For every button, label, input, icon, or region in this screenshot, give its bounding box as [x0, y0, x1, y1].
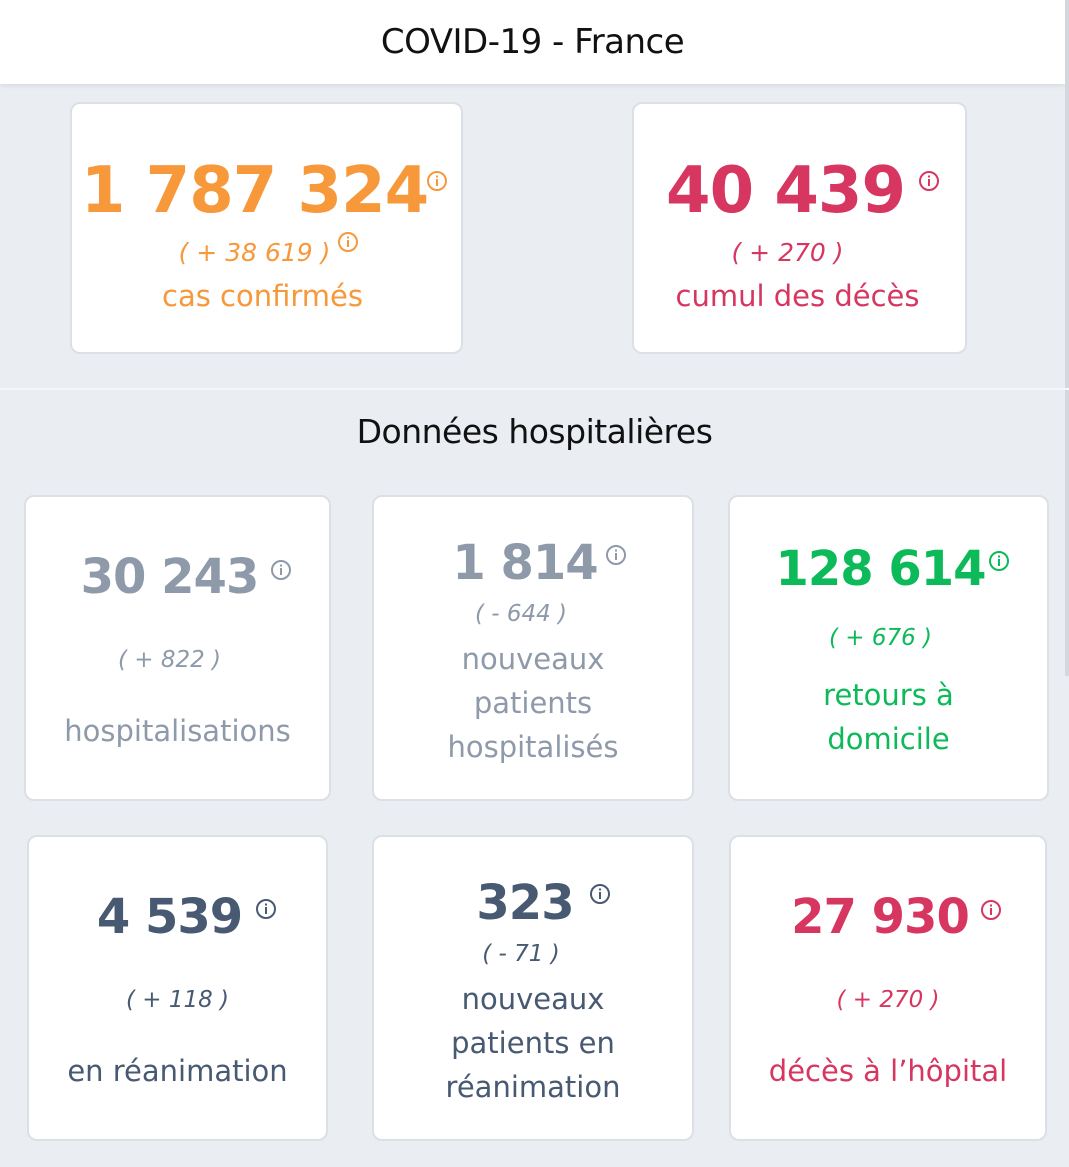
- info-circle-icon[interactable]: [589, 883, 611, 905]
- hospitalisations-card: 30 243 ( + 822 ) hospitalisations: [24, 495, 331, 801]
- new-hospitalised-value: 1 814: [452, 535, 598, 591]
- new-hospitalised-label-line-2: patients: [473, 686, 593, 720]
- new-hospitalised-delta: ( - 644 ): [474, 601, 568, 627]
- confirmed-cases-value: 1 787 324: [80, 154, 429, 228]
- new-icu-label-line-2: patients en: [451, 1026, 615, 1060]
- info-circle-icon[interactable]: [337, 231, 359, 253]
- scrollbar[interactable]: [1065, 0, 1069, 676]
- info-circle-icon[interactable]: [605, 544, 627, 566]
- confirmed-cases-delta: ( + 38 619 ): [178, 238, 331, 267]
- icu-label: en réanimation: [67, 1054, 288, 1088]
- info-circle-icon[interactable]: [918, 170, 940, 192]
- info-circle-icon[interactable]: [270, 559, 292, 581]
- cumulative-deaths-value: 40 439: [666, 154, 906, 228]
- section-divider: [0, 388, 1069, 390]
- hospital-deaths-delta: ( + 270 ): [836, 987, 940, 1013]
- info-circle-icon[interactable]: [988, 550, 1010, 572]
- new-hospitalised-label-line-1: nouveaux: [461, 642, 605, 676]
- returns-home-card: 128 614 ( + 676 ) retours à domicile: [728, 495, 1049, 801]
- cumulative-deaths-card: 40 439 ( + 270 ) cumul des décès: [632, 102, 967, 354]
- cumulative-deaths-delta: ( + 270 ): [731, 238, 844, 267]
- hospitalisations-delta: ( + 822 ): [117, 647, 222, 673]
- icu-delta: ( + 118 ): [125, 987, 230, 1013]
- hospitalisations-value: 30 243: [80, 549, 260, 605]
- page-header: COVID-19 - France: [0, 0, 1065, 84]
- info-circle-icon[interactable]: [426, 170, 448, 192]
- hospitalisations-label: hospitalisations: [64, 714, 291, 748]
- returns-home-delta: ( + 676 ): [828, 625, 933, 651]
- new-icu-label-line-1: nouveaux: [461, 982, 605, 1016]
- hospital-deaths-label: décès à l’hôpital: [768, 1054, 1008, 1088]
- hospital-section-title: Données hospitalières: [356, 412, 713, 451]
- icu-value: 4 539: [96, 889, 243, 945]
- new-icu-label-line-3: réanimation: [445, 1070, 621, 1104]
- icu-card: 4 539 ( + 118 ) en réanimation: [27, 835, 328, 1141]
- returns-home-value: 128 614: [775, 541, 986, 597]
- cumulative-deaths-label: cumul des décès: [675, 279, 920, 313]
- page-title: COVID-19 - France: [380, 22, 685, 62]
- hospital-deaths-card: 27 930 ( + 270 ) décès à l’hôpital: [729, 835, 1047, 1141]
- returns-home-label-line-2: domicile: [827, 722, 950, 756]
- new-icu-card: 323 ( - 71 ) nouveaux patients en réanim…: [372, 835, 694, 1141]
- info-circle-icon[interactable]: [980, 899, 1002, 921]
- new-icu-value: 323: [476, 875, 574, 931]
- hospital-deaths-value: 27 930: [791, 889, 970, 945]
- returns-home-label-line-1: retours à: [823, 678, 954, 712]
- confirmed-cases-label: cas confirmés: [162, 279, 363, 313]
- new-hospitalised-card: 1 814 ( - 644 ) nouveaux patients hospit…: [372, 495, 694, 801]
- info-circle-icon[interactable]: [255, 898, 277, 920]
- new-icu-delta: ( - 71 ): [482, 941, 560, 967]
- confirmed-cases-card: 1 787 324 ( + 38 619 ) cas confirmés: [70, 102, 463, 354]
- new-hospitalised-label-line-3: hospitalisés: [447, 730, 619, 764]
